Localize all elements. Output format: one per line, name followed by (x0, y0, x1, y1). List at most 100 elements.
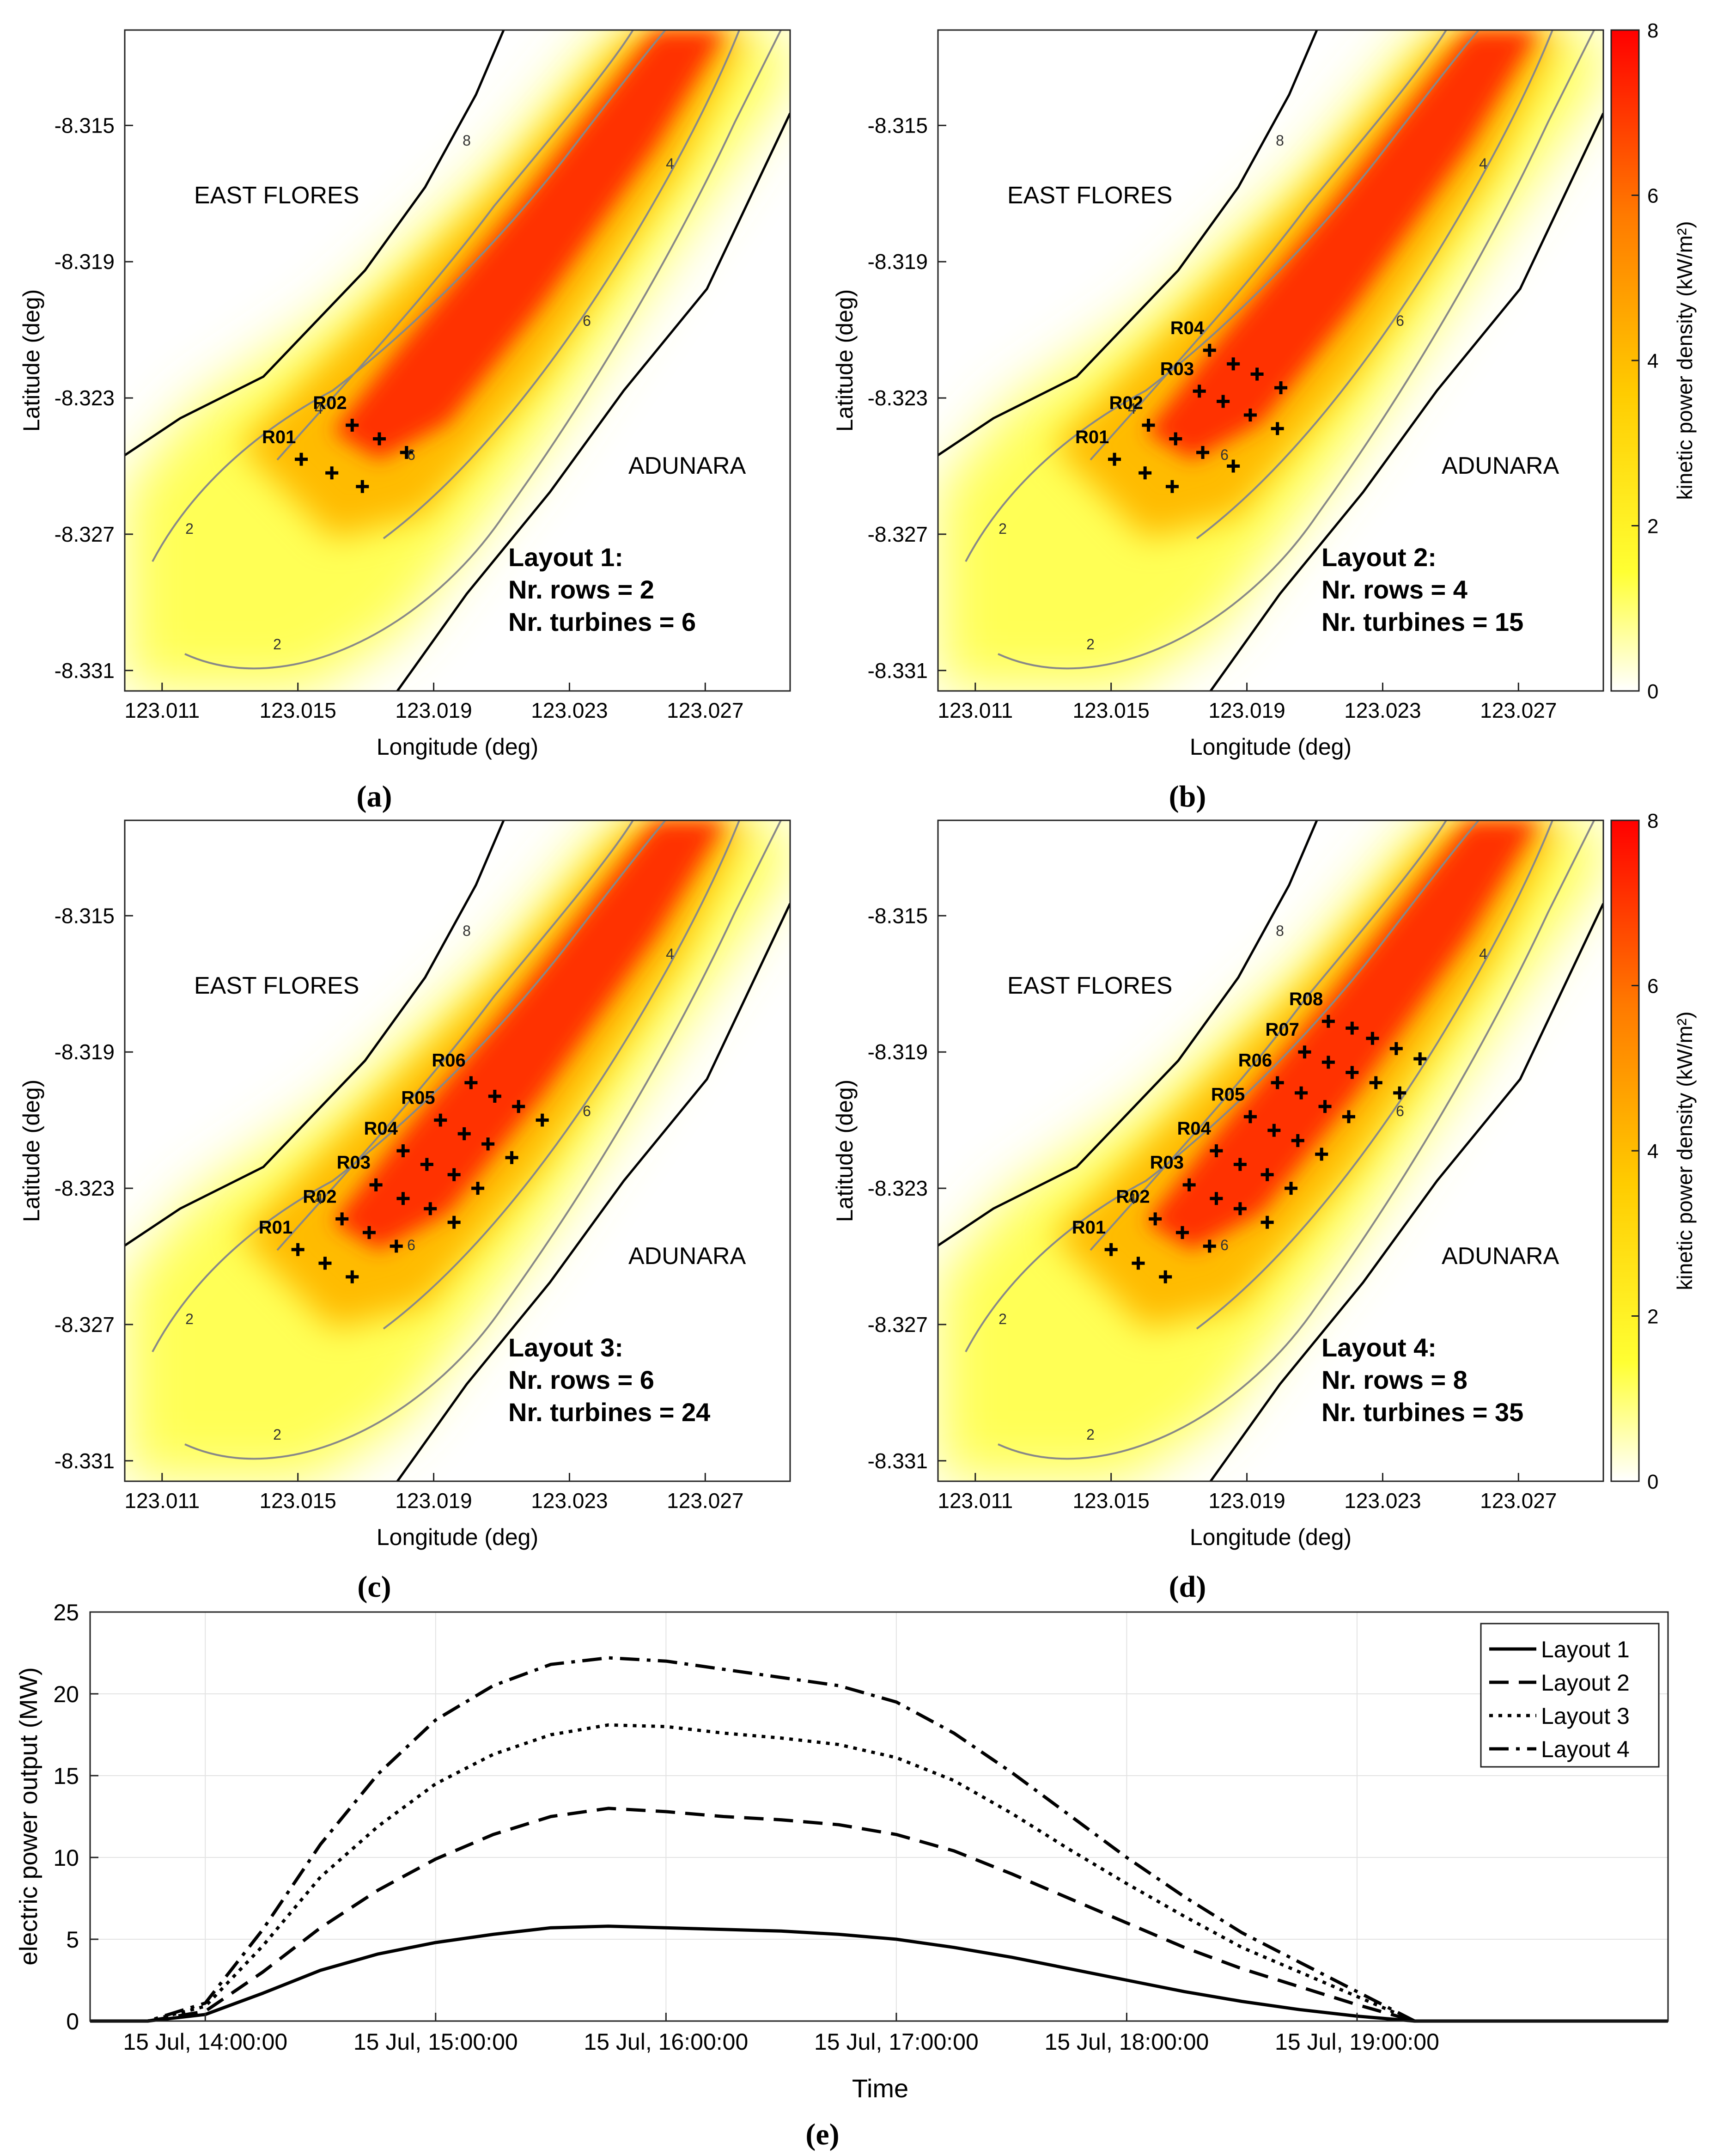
turbine-marker (1291, 1134, 1304, 1147)
x-tick-label: 123.019 (1208, 1489, 1285, 1513)
region-label-east-flores: EAST FLORES (1007, 972, 1172, 999)
layout-turbines-text: Nr. turbines = 15 (1321, 607, 1523, 636)
turbine-marker (488, 1090, 501, 1103)
turbine-marker (1260, 1168, 1274, 1181)
row-label: R02 (1116, 1186, 1150, 1207)
x-tick-label: 123.023 (531, 698, 608, 722)
colorbar-ticks: 0 2 4 6 8 (1632, 810, 1658, 1493)
colorbar-tick-label: 2 (1647, 515, 1658, 538)
legend-label: Layout 1 (1541, 1637, 1630, 1662)
region-label-adunara: ADUNARA (628, 1243, 746, 1270)
turbine-marker (1203, 1240, 1216, 1253)
contour-level-label: 2 (999, 1311, 1007, 1327)
region-label-adunara: ADUNARA (628, 452, 746, 479)
turbine-marker (1243, 408, 1257, 421)
legend-label: Layout 3 (1541, 1703, 1630, 1729)
turbine-marker (1175, 1226, 1189, 1239)
turbine-marker (1132, 1257, 1145, 1270)
turbine-marker (1142, 419, 1155, 432)
turbine-group-d (1104, 1014, 1427, 1283)
subfigure-label-a: (a) (357, 780, 392, 813)
x-tick-label: 123.027 (1480, 1489, 1557, 1513)
contour-level-label: 2 (185, 520, 194, 537)
turbine-marker (1165, 480, 1179, 493)
colorbar-label: kinetic power density (kW/m²) (1673, 1011, 1697, 1290)
row-label: R04 (364, 1118, 398, 1139)
turbine-marker (291, 1243, 304, 1256)
y-tick-label: 10 (53, 1845, 79, 1871)
turbine-marker (512, 1100, 525, 1113)
y-tick-label: -8.323 (868, 386, 928, 410)
turbine-marker (400, 446, 413, 459)
y-tick-label: -8.331 (55, 659, 115, 683)
colorbar-ticks: 0 2 4 6 8 (1632, 19, 1658, 703)
line-chart-ticks: 15 Jul, 14:00:00 15 Jul, 15:00:00 15 Jul, … (53, 1600, 1439, 2055)
y-tick-label: 0 (66, 2009, 79, 2034)
row-label: R07 (1265, 1020, 1299, 1040)
row-label: R03 (337, 1153, 371, 1173)
line-chart-y-label: electric power output (MW) (15, 1667, 43, 1965)
layout-turbines-text: Nr. turbines = 35 (1321, 1398, 1523, 1427)
line-chart-x-label: Time (852, 2074, 908, 2103)
heatmap-field-d (938, 820, 1603, 1481)
contour-level-label: 2 (273, 636, 281, 653)
turbine-marker (1318, 1100, 1332, 1113)
x-axis-label: Longitude (deg) (377, 1524, 538, 1550)
region-label-east-flores: EAST FLORES (194, 182, 359, 209)
contour-lines-c (152, 820, 782, 1460)
turbine-marker (1250, 367, 1264, 381)
turbine-marker (1233, 1202, 1247, 1215)
y-tick-label: 5 (66, 1927, 79, 1953)
region-label-east-flores: EAST FLORES (194, 972, 359, 999)
x-axis-label: Longitude (deg) (1190, 1524, 1352, 1550)
turbine-marker (447, 1215, 461, 1229)
turbine-marker (396, 1192, 410, 1205)
turbine-marker (390, 1240, 403, 1253)
x-tick-label: 123.015 (1073, 698, 1150, 722)
turbine-marker (1295, 1086, 1308, 1099)
turbine-marker (1159, 1270, 1172, 1283)
turbine-marker (1346, 1066, 1359, 1079)
turbine-marker (1366, 1032, 1379, 1045)
contour-level-label: 2 (185, 1311, 194, 1327)
x-tick-label: 123.019 (1208, 698, 1285, 722)
turbine-marker (1342, 1110, 1355, 1124)
x-tick-label: 123.023 (1344, 698, 1421, 722)
y-tick-label: -8.323 (868, 1176, 928, 1200)
y-tick-label: -8.319 (55, 1040, 115, 1064)
layout-title: Layout 1: (508, 543, 623, 572)
subfigure-label-e: (e) (805, 2118, 839, 2151)
y-tick-label: -8.319 (868, 1040, 928, 1064)
turbine-marker (447, 1168, 461, 1181)
x-tick-label: 123.023 (1344, 1489, 1421, 1513)
y-tick-label: -8.315 (868, 904, 928, 928)
layout-rows-text: Nr. rows = 4 (1321, 575, 1467, 604)
contour-level-label: 6 (407, 446, 415, 463)
turbine-marker (420, 1158, 433, 1171)
turbine-marker (1271, 422, 1284, 435)
y-tick-label: -8.331 (55, 1449, 115, 1473)
coastline-east-flores-c (125, 820, 505, 1247)
turbine-marker (325, 466, 339, 480)
contour-level-label: 4 (1479, 946, 1487, 962)
layout-title: Layout 3: (508, 1333, 623, 1362)
turbine-marker (505, 1151, 518, 1164)
map-ticks-c: 123.011 123.015 123.019 123.023 123.027 -8.31… (55, 904, 744, 1513)
x-tick-label: 123.011 (124, 1489, 200, 1513)
contour-level-label: 6 (1396, 1103, 1404, 1119)
row-label: R04 (1177, 1118, 1211, 1139)
region-label-adunara: ADUNARA (1442, 452, 1559, 479)
y-tick-label: 15 (53, 1763, 79, 1789)
turbine-marker (1413, 1052, 1427, 1065)
coastline-east-flores-d (938, 820, 1318, 1247)
turbine-marker (1271, 1076, 1284, 1089)
y-tick-label: -8.319 (868, 250, 928, 274)
contour-level-label: 8 (463, 132, 471, 149)
colorbar-b: 0 2 4 6 8 kinetic power density (kW/m²) (1610, 19, 1697, 703)
coastline-adunara-b (1209, 112, 1603, 691)
x-tick-label: 15 Jul, 17:00:00 (814, 2029, 979, 2055)
row-label: R01 (1075, 427, 1109, 447)
legend-label: Layout 4 (1541, 1736, 1630, 1762)
colorbar-tick-label: 8 (1647, 810, 1658, 832)
